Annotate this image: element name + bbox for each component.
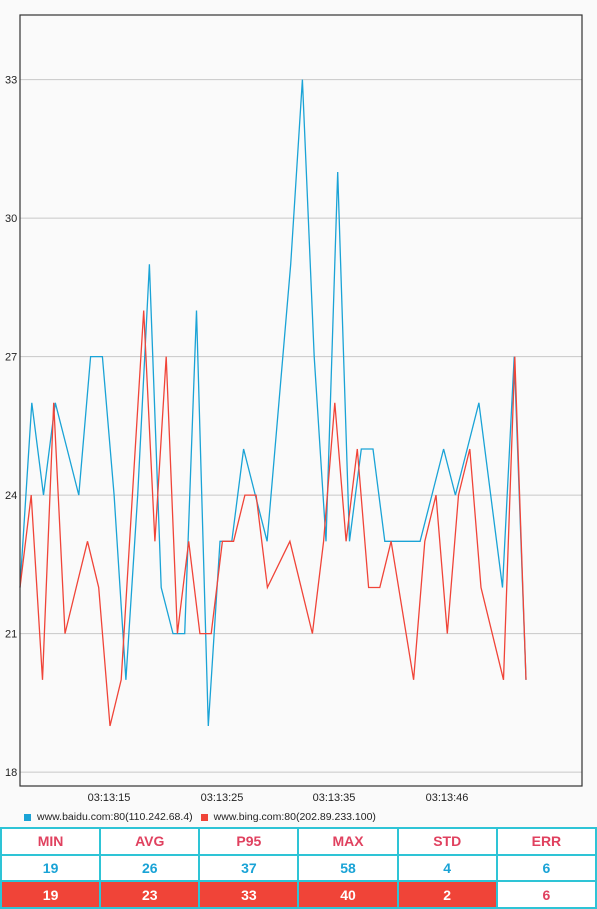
legend-swatch-baidu xyxy=(24,813,31,821)
stats-header-max: MAX xyxy=(297,827,399,856)
legend: www.baidu.com:80(110.242.68.4) www.bing.… xyxy=(24,810,384,824)
stats-header-avg: AVG xyxy=(99,827,201,856)
grid-layer: 18 21 24 27 30 33 03:13:15 03:13:25 03:13:35 03:1… xyxy=(5,75,582,804)
stats-header-min: MIN xyxy=(0,827,102,856)
legend-swatch-bing xyxy=(200,813,208,821)
series-line-baidu xyxy=(19,79,527,727)
stats-header-err: ERR xyxy=(495,827,597,856)
stats-row-bing: 19 23 33 40 2 6 xyxy=(0,880,597,909)
stats-header-p95: P95 xyxy=(198,827,300,856)
y-tick-label: 33 xyxy=(5,75,17,87)
stats-cell-min: 19 xyxy=(0,880,102,909)
series-line-bing xyxy=(19,310,527,727)
stats-cell-std: 4 xyxy=(396,853,498,883)
y-tick-label: 24 xyxy=(5,490,17,502)
legend-entry-baidu: www.baidu.com:80(110.242.68.4) xyxy=(24,811,193,823)
x-tick-label: 03:13:25 xyxy=(201,792,244,804)
y-tick-label: 30 xyxy=(5,213,17,225)
series-layer xyxy=(19,79,527,727)
stats-header-std: STD xyxy=(396,827,498,856)
plot-frame xyxy=(19,14,583,787)
stats-cell-avg: 26 xyxy=(99,853,201,883)
stats-cell-min: 19 xyxy=(0,853,102,883)
legend-entry-bing: www.bing.com:80(202.89.233.100) xyxy=(200,811,376,823)
legend-label-baidu: www.baidu.com:80(110.242.68.4) xyxy=(37,811,193,823)
x-tick-label: 03:13:46 xyxy=(426,792,469,804)
stats-cell-max: 40 xyxy=(297,880,399,909)
x-tick-label: 03:13:35 xyxy=(313,792,356,804)
stats-header-row: MIN AVG P95 MAX STD ERR xyxy=(0,827,597,856)
legend-label-bing: www.bing.com:80(202.89.233.100) xyxy=(213,811,376,823)
stats-cell-err: 6 xyxy=(495,853,597,883)
stats-row-baidu: 19 26 37 58 4 6 xyxy=(0,853,597,883)
stats-cell-err: 6 xyxy=(495,880,597,909)
stats-cell-avg: 23 xyxy=(99,880,201,909)
stats-cell-p95: 33 xyxy=(198,880,300,909)
x-tick-label: 03:13:15 xyxy=(88,792,131,804)
line-chart: 18 21 24 27 30 33 03:13:15 03:13:25 03:13:35 03:1… xyxy=(5,14,583,804)
y-tick-label: 27 xyxy=(5,352,17,364)
y-tick-label: 21 xyxy=(5,629,17,641)
stats-cell-p95: 37 xyxy=(198,853,300,883)
y-tick-label: 18 xyxy=(5,767,17,779)
stats-cell-max: 58 xyxy=(297,853,399,883)
stats-cell-std: 2 xyxy=(396,880,498,909)
stats-table: MIN AVG P95 MAX STD ERR 19 26 37 58 4 6 … xyxy=(0,827,597,909)
